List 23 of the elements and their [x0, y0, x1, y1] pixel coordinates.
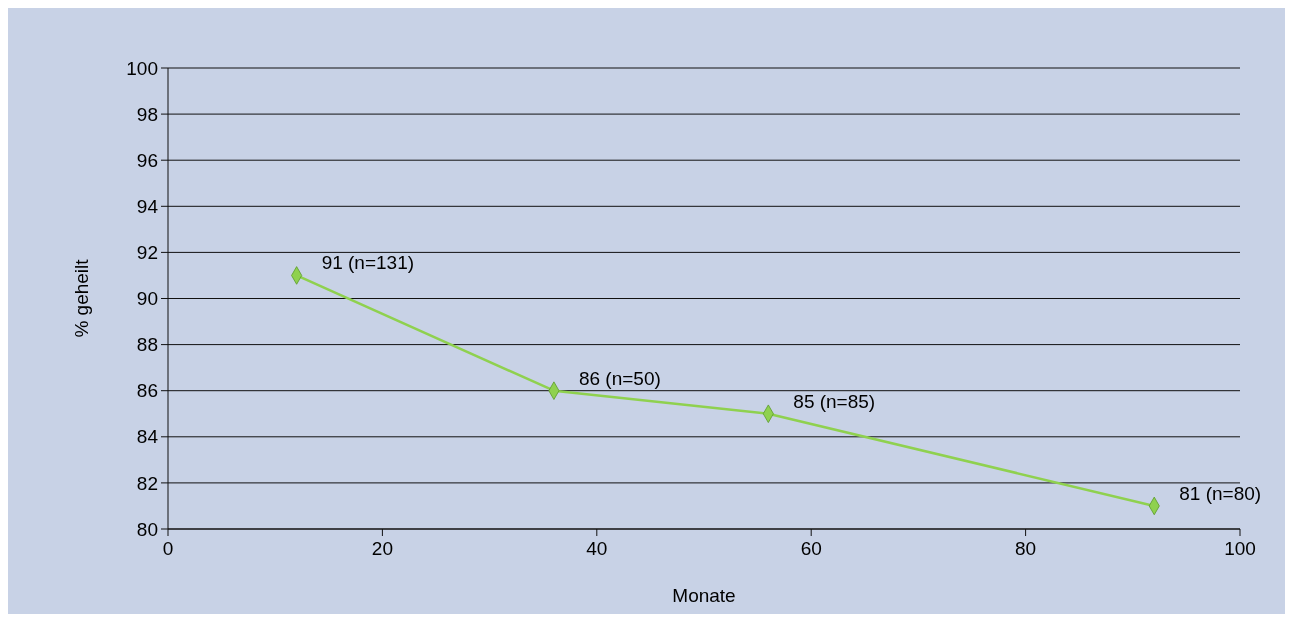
y-tick-label: 98 [136, 103, 158, 125]
y-axis-title: % geheilt [71, 258, 92, 338]
y-tick-label: 90 [136, 288, 158, 310]
y-tick-label: 100 [126, 57, 158, 79]
data-label: 85 (n=85) [793, 390, 876, 412]
x-tick-label: 20 [371, 538, 393, 559]
y-tick-label: 82 [136, 472, 158, 494]
data-label: 86 (n=50) [578, 367, 661, 389]
y-tick-label: 96 [136, 149, 158, 171]
y-tick-label: 80 [136, 518, 158, 540]
y-tick-label: 86 [136, 380, 158, 402]
data-label: 81 (n=80) [1179, 482, 1262, 504]
x-tick-label: 40 [586, 538, 608, 559]
y-tick-label: 94 [136, 195, 159, 217]
x-axis-title: Monate [672, 585, 736, 606]
x-tick-label: 0 [162, 538, 174, 559]
x-tick-label: 100 [1224, 538, 1256, 559]
x-tick-label: 80 [1015, 538, 1037, 559]
x-tick-label: 60 [800, 538, 822, 559]
y-tick-label: 92 [136, 242, 158, 264]
y-tick-label: 84 [136, 426, 159, 448]
y-tick-label: 88 [136, 334, 158, 356]
data-label: 91 (n=131) [321, 252, 415, 274]
